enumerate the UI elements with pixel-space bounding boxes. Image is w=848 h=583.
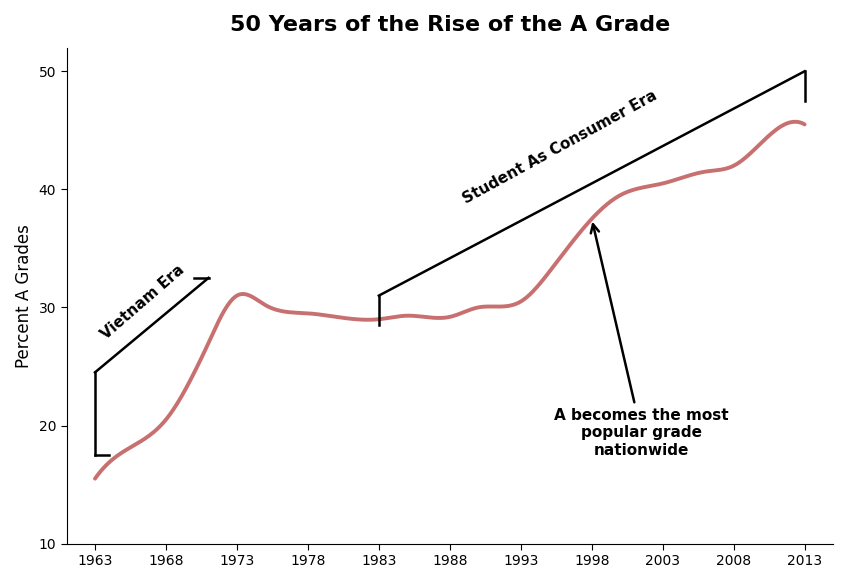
Text: A becomes the most
popular grade
nationwide: A becomes the most popular grade nationw… bbox=[554, 224, 728, 458]
Title: 50 Years of the Rise of the A Grade: 50 Years of the Rise of the A Grade bbox=[230, 15, 670, 35]
Text: Student As Consumer Era: Student As Consumer Era bbox=[460, 88, 660, 207]
Text: Vietnam Era: Vietnam Era bbox=[98, 262, 187, 342]
Y-axis label: Percent A Grades: Percent A Grades bbox=[15, 224, 33, 367]
